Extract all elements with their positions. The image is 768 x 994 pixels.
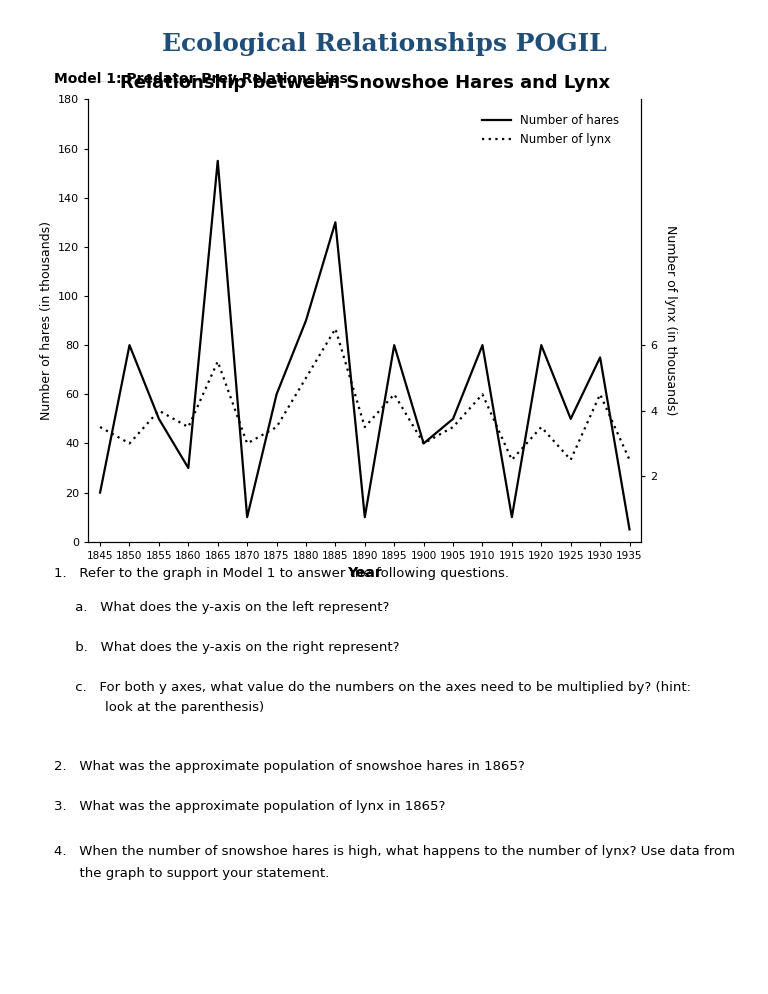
Line: Number of hares: Number of hares	[100, 161, 630, 530]
Number of lynx	[360, 421, 369, 433]
Number of hares	[566, 413, 575, 424]
Number of lynx	[95, 421, 104, 433]
Number of hares	[537, 339, 546, 351]
Number of lynx	[507, 454, 516, 466]
Number of lynx	[595, 389, 604, 401]
Number of lynx	[272, 421, 281, 433]
Number of lynx	[125, 437, 134, 449]
Text: c.   For both y axes, what value do the numbers on the axes need to be multiplie: c. For both y axes, what value do the nu…	[54, 681, 690, 694]
Number of lynx	[566, 454, 575, 466]
Number of lynx	[419, 437, 429, 449]
Number of hares	[301, 314, 310, 326]
Text: 4.   When the number of snowshoe hares is high, what happens to the number of ly: 4. When the number of snowshoe hares is …	[54, 845, 735, 858]
Number of lynx	[478, 389, 487, 401]
Number of lynx	[449, 421, 458, 433]
Number of lynx	[243, 437, 252, 449]
Number of hares	[625, 524, 634, 536]
Line: Number of lynx: Number of lynx	[100, 329, 630, 460]
Title: Relationship between Snowshoe Hares and Lynx: Relationship between Snowshoe Hares and …	[120, 75, 610, 92]
Number of hares	[272, 389, 281, 401]
Text: Ecological Relationships POGIL: Ecological Relationships POGIL	[161, 32, 607, 56]
Number of hares	[95, 487, 104, 499]
Text: b.   What does the y-axis on the right represent?: b. What does the y-axis on the right rep…	[54, 641, 399, 654]
Text: the graph to support your statement.: the graph to support your statement.	[54, 867, 329, 880]
Number of lynx	[214, 356, 223, 368]
Number of hares	[360, 511, 369, 523]
Number of hares	[214, 155, 223, 167]
Number of hares	[184, 462, 193, 474]
Number of lynx	[301, 372, 310, 384]
Number of lynx	[154, 405, 164, 416]
Number of hares	[389, 339, 399, 351]
X-axis label: Year: Year	[347, 567, 382, 580]
Number of hares	[507, 511, 516, 523]
Legend: Number of hares, Number of lynx: Number of hares, Number of lynx	[477, 109, 624, 151]
Text: look at the parenthesis): look at the parenthesis)	[54, 701, 264, 714]
Text: a.   What does the y-axis on the left represent?: a. What does the y-axis on the left repr…	[54, 601, 389, 614]
Number of hares	[125, 339, 134, 351]
Text: 3.   What was the approximate population of lynx in 1865?: 3. What was the approximate population o…	[54, 800, 445, 813]
Number of lynx	[389, 389, 399, 401]
Number of lynx	[537, 421, 546, 433]
Number of lynx	[184, 421, 193, 433]
Number of hares	[154, 413, 164, 424]
Number of lynx	[625, 454, 634, 466]
Y-axis label: Number of hares (in thousands): Number of hares (in thousands)	[40, 221, 53, 420]
Number of hares	[449, 413, 458, 424]
Number of hares	[419, 437, 429, 449]
Text: 1.   Refer to the graph in Model 1 to answer the following questions.: 1. Refer to the graph in Model 1 to answ…	[54, 567, 508, 580]
Text: Model 1: Predator-Prey Relationships: Model 1: Predator-Prey Relationships	[54, 72, 347, 85]
Number of hares	[595, 352, 604, 364]
Text: 2.   What was the approximate population of snowshoe hares in 1865?: 2. What was the approximate population o…	[54, 760, 525, 773]
Number of hares	[243, 511, 252, 523]
Number of hares	[331, 217, 340, 229]
Y-axis label: Number of lynx (in thousands): Number of lynx (in thousands)	[664, 226, 677, 415]
Number of lynx	[331, 323, 340, 335]
Number of hares	[478, 339, 487, 351]
